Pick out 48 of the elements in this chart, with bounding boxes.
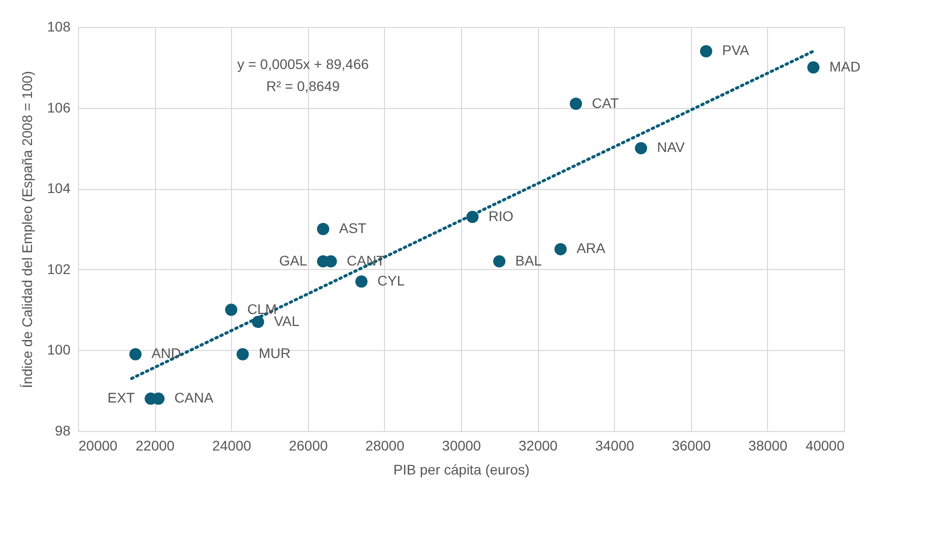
- point: [129, 348, 142, 360]
- x-tick-label: 30000: [442, 438, 482, 454]
- point: [570, 98, 582, 110]
- annotation: MAD: [829, 58, 860, 74]
- annotation: VAL: [274, 312, 300, 329]
- y-axis-title: Índice de Calidad del Empleo (España 2008 = 100): [19, 70, 36, 388]
- x-tick-label: 38000: [748, 438, 788, 454]
- y-tick-label: 102: [47, 260, 71, 277]
- x-axis-title: PIB per cápita (euros): [393, 462, 530, 478]
- y-tick-label: 104: [47, 180, 71, 196]
- y-tick-label: 100: [47, 342, 71, 358]
- annotation: CAT: [592, 94, 620, 111]
- annotation: BAL: [515, 252, 542, 268]
- x-tick-label: 40000: [806, 438, 845, 454]
- point: [493, 255, 506, 268]
- point: [316, 222, 330, 236]
- annotation: CYL: [377, 272, 405, 289]
- annotation: RIO: [488, 208, 514, 224]
- y-tick-label: 108: [47, 18, 71, 34]
- point: [634, 142, 648, 154]
- annotation: NAV: [657, 139, 686, 156]
- annotation: EXT: [108, 390, 136, 406]
- x-tick-label: 20000: [78, 438, 118, 454]
- point: [700, 45, 712, 58]
- point: [554, 243, 567, 256]
- x-tick-label: 28000: [365, 438, 405, 454]
- point: [236, 348, 249, 360]
- x-tick-label: 32000: [518, 438, 558, 454]
- annotation: PVA: [722, 42, 750, 58]
- annotation: AST: [339, 220, 367, 236]
- x-tick-label: 22000: [136, 438, 175, 454]
- x-tick-label: 34000: [595, 438, 634, 454]
- annotation: ARA: [576, 240, 606, 256]
- x-tick-label: 36000: [672, 438, 711, 454]
- annotation: y = 0,0005x + 89,466: [237, 56, 369, 72]
- y-tick-label: 98: [54, 422, 71, 438]
- annotation: MUR: [258, 345, 291, 362]
- annotation: R² = 0,8649: [266, 78, 340, 94]
- point: [355, 275, 368, 288]
- annotation: CANA: [174, 390, 214, 406]
- x-tick-label: 26000: [288, 438, 328, 454]
- point: [807, 61, 820, 74]
- annotation: CLM: [247, 300, 277, 317]
- annotation: GAL: [279, 252, 308, 268]
- y-tick-label: 106: [47, 99, 71, 116]
- x-tick-label: 24000: [212, 438, 252, 454]
- annotation: AND: [151, 345, 182, 362]
- point: [225, 304, 238, 316]
